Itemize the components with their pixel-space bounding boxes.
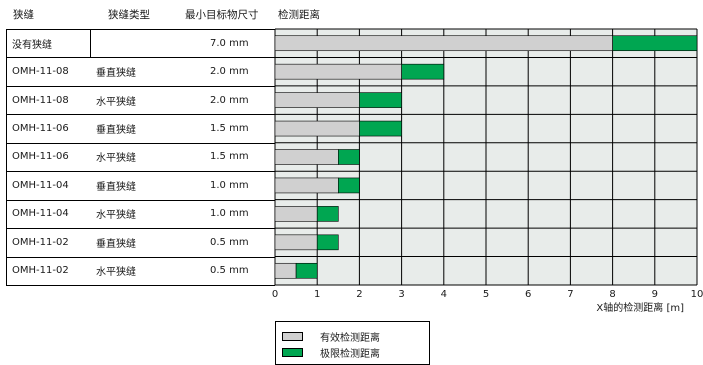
- slit-name: OMH-11-06: [12, 123, 69, 135]
- legend-label-limit: 极限检测距离: [320, 349, 380, 360]
- min-target-size: 2.0 mm: [210, 66, 249, 78]
- bar-limit: [359, 120, 402, 137]
- table-row: OMH-11-08 水平狭缝 2.0 mm: [6, 86, 275, 114]
- table-rule: [6, 171, 275, 173]
- min-target-size: 1.5 mm: [210, 151, 249, 163]
- x-tick-label: 9: [652, 289, 658, 300]
- legend: 有效检测距离 极限检测距离: [275, 321, 430, 365]
- detection-distance-chart: 0 1 2 3 4 5 6 7 8 9 10 X轴的检测距离 [m]: [272, 28, 703, 314]
- bar-limit: [316, 234, 339, 251]
- slit-table: 没有狭缝 7.0 mm OMH-11-08 垂直狭缝 2.0 mm OMH-11-08 水平…: [6, 29, 275, 286]
- header-slit-type: 狭缝类型: [108, 9, 150, 21]
- x-tick-label: 4: [441, 289, 447, 300]
- slit-name: OMH-11-08: [12, 94, 69, 106]
- table-row: OMH-11-04 垂直狭缝 1.0 mm: [6, 171, 275, 199]
- slit-name: OMH-11-02: [12, 265, 69, 277]
- bar-limit: [295, 262, 318, 279]
- legend-label-effective: 有效检测距离: [320, 333, 380, 344]
- slit-type: 水平狭缝: [96, 153, 136, 165]
- bar-effective: [274, 177, 339, 194]
- table-rule: [6, 57, 275, 59]
- table-rule: [6, 29, 7, 285]
- table-row: OMH-11-06 水平狭缝 1.5 mm: [6, 143, 275, 171]
- table-rule: [6, 228, 275, 230]
- bar-limit: [316, 206, 339, 222]
- min-target-size: 1.0 mm: [210, 179, 249, 191]
- min-target-size: 1.0 mm: [210, 208, 249, 220]
- x-tick-label: 10: [691, 289, 703, 300]
- table-rule: [6, 199, 275, 201]
- bar-effective: [274, 206, 318, 222]
- x-tick-label: 5: [483, 289, 489, 300]
- bar-limit: [359, 92, 402, 108]
- bar-limit: [337, 177, 360, 194]
- table-rule: [6, 256, 275, 258]
- table-rule: [6, 85, 275, 87]
- x-tick-label: 6: [525, 289, 531, 300]
- slit-name: OMH-11-06: [12, 151, 69, 163]
- bar-effective: [274, 120, 360, 137]
- slit-type: 水平狭缝: [96, 210, 136, 222]
- bar-effective: [274, 262, 297, 279]
- min-target-size: 0.5 mm: [210, 236, 249, 248]
- x-tick-label: 2: [356, 289, 362, 300]
- legend-item-limit: 极限检测距离: [282, 345, 380, 360]
- slit-name: OMH-11-02: [12, 236, 69, 248]
- min-target-size: 7.0 mm: [210, 37, 249, 49]
- table-row: 没有狭缝 7.0 mm: [6, 29, 275, 57]
- table-row: OMH-11-04 水平狭缝 1.0 mm: [6, 200, 275, 228]
- x-tick-label: 3: [398, 289, 404, 300]
- bar-limit: [337, 149, 360, 165]
- header-slit: 狭缝: [13, 9, 34, 21]
- bar-limit: [401, 63, 445, 80]
- slit-name: OMH-11-04: [12, 208, 69, 220]
- slit-type: 垂直狭缝: [96, 238, 136, 250]
- table-rule: [6, 285, 275, 286]
- bar-effective: [274, 92, 360, 108]
- table-rule: [90, 29, 91, 58]
- legend-swatch-limit: [282, 348, 303, 357]
- table-rule: [6, 114, 275, 116]
- table-row: OMH-11-06 垂直狭缝 1.5 mm: [6, 114, 275, 142]
- table-rule: [6, 142, 275, 144]
- min-target-size: 1.5 mm: [210, 123, 249, 135]
- slit-name: 没有狭缝: [12, 39, 52, 51]
- table-rule: [6, 29, 275, 30]
- slit-name: OMH-11-04: [12, 179, 69, 191]
- x-tick-label: 8: [609, 289, 615, 300]
- bar-effective: [274, 234, 318, 251]
- legend-item-effective: 有效检测距离: [282, 329, 380, 344]
- min-target-size: 2.0 mm: [210, 94, 249, 106]
- slit-name: OMH-11-08: [12, 66, 69, 78]
- min-target-size: 0.5 mm: [210, 265, 249, 277]
- table-row: OMH-11-02 垂直狭缝 0.5 mm: [6, 228, 275, 256]
- bar-effective: [274, 63, 402, 80]
- x-tick-label: 1: [314, 289, 320, 300]
- bar-limit: [612, 35, 698, 52]
- table-row: OMH-11-02 水平狭缝 0.5 mm: [6, 257, 275, 285]
- bar-effective: [274, 149, 339, 165]
- slit-type: 垂直狭缝: [96, 125, 136, 137]
- header-detection-distance: 检测距离: [278, 9, 320, 21]
- bar-effective: [274, 35, 613, 52]
- slit-type: 垂直狭缝: [96, 68, 136, 80]
- table-row: OMH-11-08 垂直狭缝 2.0 mm: [6, 57, 275, 85]
- header-min-target-size: 最小目标物尺寸: [185, 9, 259, 21]
- x-tick-label: 0: [272, 289, 278, 300]
- legend-swatch-effective: [282, 332, 303, 341]
- slit-type: 垂直狭缝: [96, 181, 136, 193]
- slit-type: 水平狭缝: [96, 267, 136, 279]
- slit-type: 水平狭缝: [96, 96, 136, 108]
- x-tick-label: 7: [567, 289, 573, 300]
- x-axis-label: X轴的检测距离 [m]: [596, 301, 684, 314]
